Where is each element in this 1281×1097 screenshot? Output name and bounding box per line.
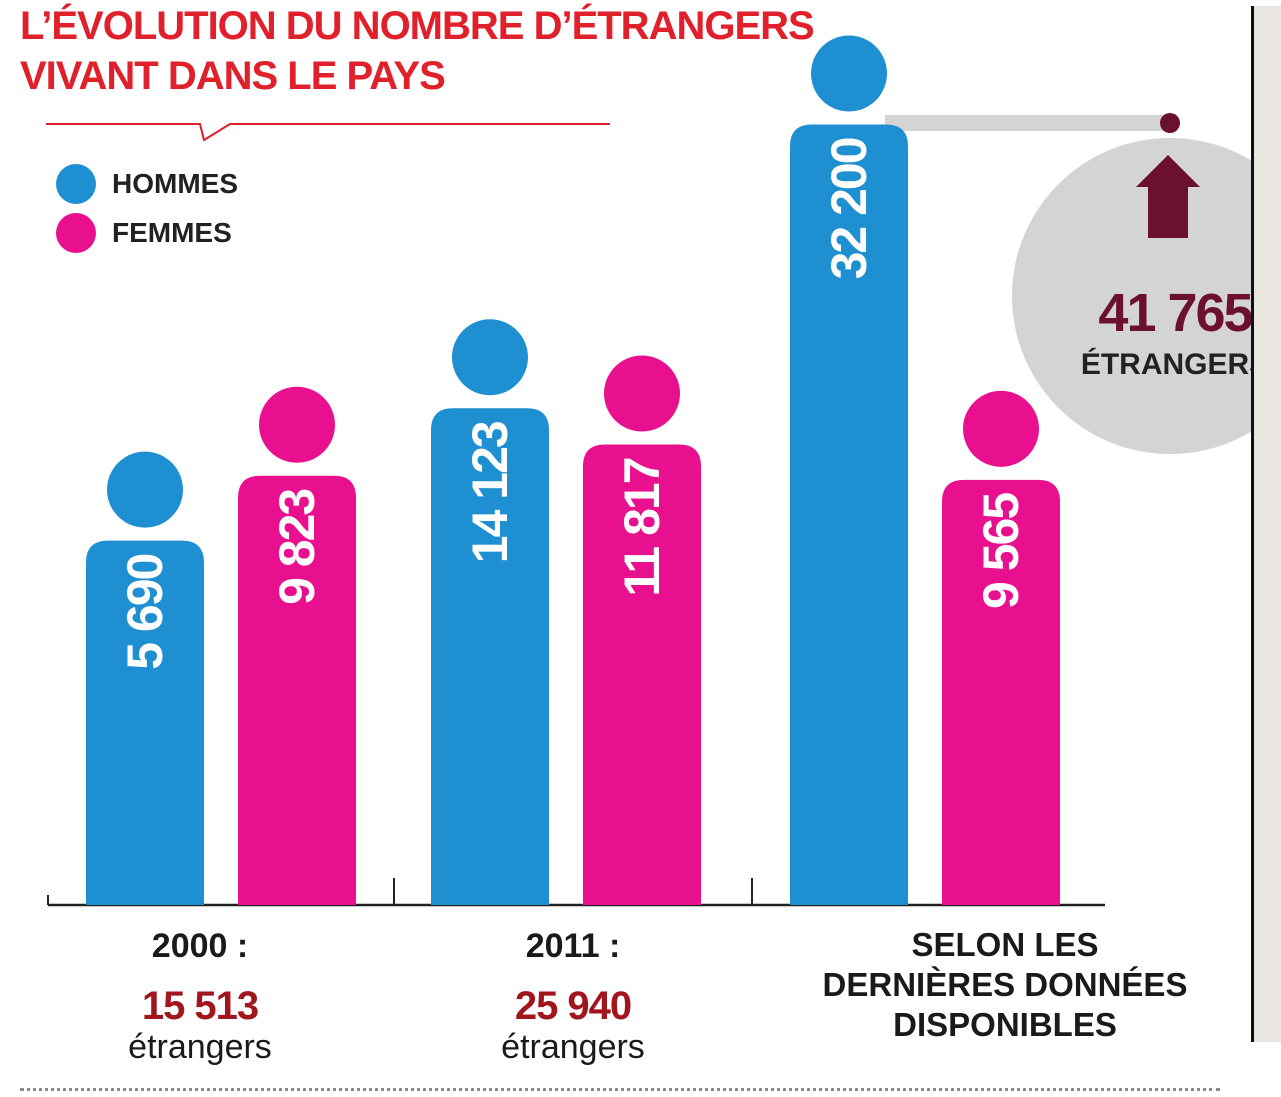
data-label-femmes-0: 9 823 [269,490,325,605]
bar-head-femmes-1 [604,355,680,432]
bar-femmes-2 [942,479,1060,905]
group-label-2000: 2000 : 15 513 étrangers [80,926,320,1066]
chart-title-line-2: VIVANT DANS LE PAYS [20,54,446,98]
group-unit: étrangers [128,1028,272,1066]
bar-femmes-1 [583,444,701,905]
group-total: 25 940 [514,984,632,1028]
total-callout-circle [1012,138,1281,454]
group-label-line: DERNIÈRES DONNÉES [822,966,1188,1003]
legend-item-hommes: HOMMES [56,164,238,204]
data-label-hommes-1: 14 123 [462,422,518,563]
group-label-line: SELON LES [911,926,1099,963]
group-label-line: DISPONIBLES [893,1006,1117,1043]
callout-connector-dot [1160,113,1180,133]
photo-edge [1251,6,1281,1042]
bar-hommes-0 [86,540,204,905]
title-underline [46,123,610,142]
group-year: 2011 : [525,927,621,965]
arrow-up-icon [1136,155,1200,238]
group-label-latest: SELON LES DERNIÈRES DONNÉES DISPONIBLES [760,925,1250,1045]
group-year: 2000 : [151,927,249,965]
group-total: 15 513 [141,984,259,1028]
data-label-hommes-2: 32 200 [821,138,877,279]
bar-head-femmes-0 [259,386,335,463]
bar-head-hommes-2 [811,35,887,112]
data-label-hommes-0: 5 690 [117,554,173,669]
bar-femmes-0 [238,475,356,905]
bar-head-hommes-1 [452,319,528,396]
legend-label: FEMMES [112,217,232,248]
bar-head-hommes-0 [107,451,183,528]
bar-hommes-2 [790,124,908,905]
chart-title-line-1: L’ÉVOLUTION DU NOMBRE D’ÉTRANGERS [20,4,815,48]
dotted-divider [20,1088,1220,1091]
legend-dot-icon [56,164,96,204]
bar-hommes-1 [431,408,549,905]
legend-label: HOMMES [112,168,238,199]
total-callout-label: ÉTRANGERS [1080,348,1270,381]
data-label-femmes-1: 11 817 [614,458,670,596]
legend-dot-icon [56,213,96,253]
group-label-2011: 2011 : 25 940 étrangers [453,926,693,1066]
group-unit: étrangers [501,1028,645,1066]
bar-head-femmes-2 [963,390,1039,467]
data-label-femmes-2: 9 565 [973,493,1029,609]
legend-item-femmes: FEMMES [56,213,232,253]
total-callout-value: 41 765 [1098,283,1253,343]
